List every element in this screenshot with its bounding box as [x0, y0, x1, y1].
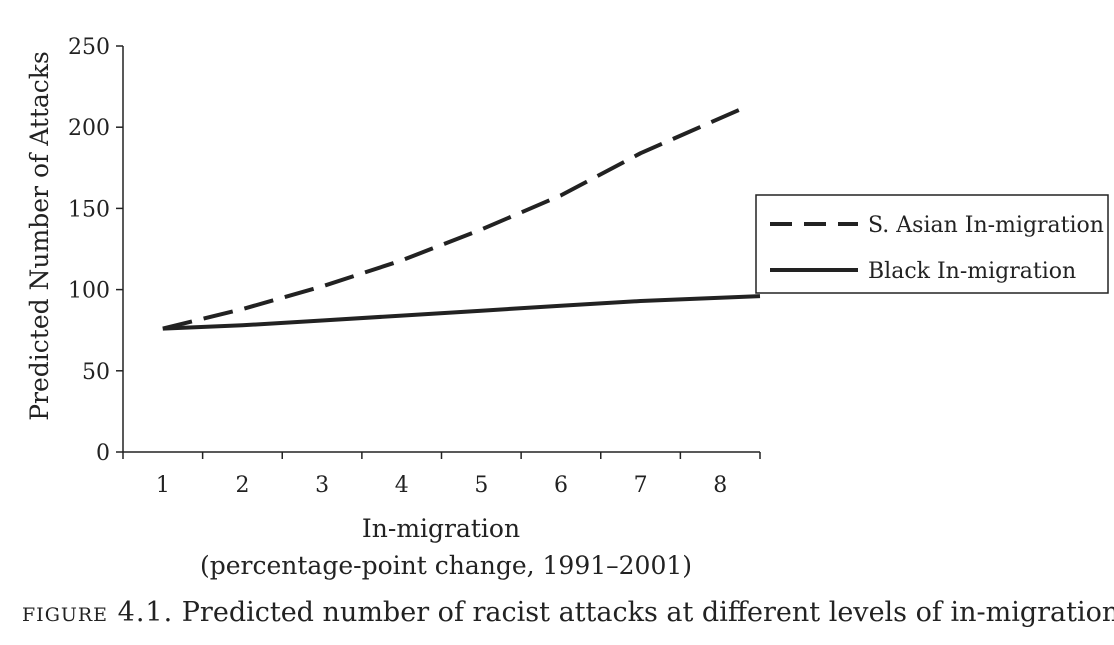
x-tick-label: 2	[235, 473, 249, 498]
ticks: 0 50 100 150 200 250 1 2 3 4 5 6 7 8	[68, 35, 761, 498]
x-tick-label: 3	[315, 473, 329, 498]
series-line-s-asian	[162, 105, 745, 331]
legend-label-s-asian: S. Asian In-migration	[868, 213, 1104, 238]
x-tick-label: 8	[713, 473, 727, 498]
y-tick-label: 250	[68, 35, 110, 60]
x-axis-label: In-migration	[362, 514, 520, 543]
series-lines	[162, 105, 761, 331]
y-tick-label: 100	[68, 279, 110, 304]
x-tick-label: 5	[474, 473, 488, 498]
x-tick-label: 7	[634, 473, 648, 498]
figure-caption: figure 4.1. Predicted number of racist a…	[22, 597, 1114, 628]
x-axis-sublabel: (percentage-point change, 1991–2001)	[200, 551, 692, 580]
figure-caption-text: Predicted number of racist attacks at di…	[181, 597, 1114, 628]
legend-box	[755, 194, 1109, 294]
figure-label: figure 4.1.	[22, 597, 174, 628]
y-tick-label: 200	[68, 116, 110, 141]
x-tick-label: 4	[395, 473, 409, 498]
axes	[122, 46, 760, 453]
y-tick-label: 0	[96, 441, 110, 466]
legend: S. Asian In-migration Black In-migration	[755, 194, 1109, 294]
series-line-black	[162, 294, 761, 331]
x-tick-label: 6	[554, 473, 568, 498]
y-tick-label: 50	[82, 360, 110, 385]
y-axis-label: Predicted Number of Attacks	[25, 51, 54, 421]
x-tick-label: 1	[156, 473, 170, 498]
y-tick-label: 150	[68, 197, 110, 222]
legend-label-black: Black In-migration	[868, 259, 1076, 284]
